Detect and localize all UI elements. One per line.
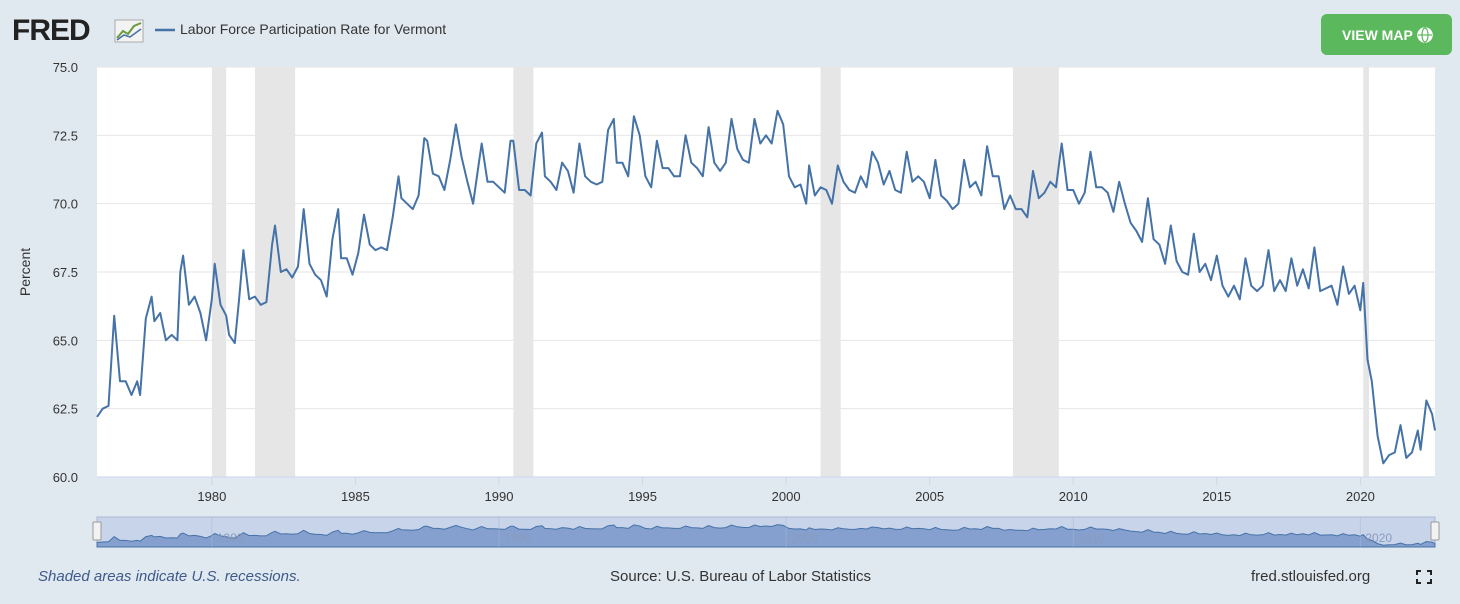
x-tick-label: 1980: [197, 489, 226, 504]
x-tick-label: 1990: [485, 489, 514, 504]
source: Source: U.S. Bureau of Labor Statistics: [610, 568, 871, 585]
series-line: [96, 109, 1436, 465]
x-tick-label: 2005: [915, 489, 944, 504]
fullscreen-icon[interactable]: [1416, 570, 1432, 584]
recession-note: Shaded areas indicate U.S. recessions.: [38, 568, 301, 585]
logo[interactable]: FRED: [12, 14, 91, 47]
y-tick-label: 75.0: [53, 60, 78, 75]
button-label[interactable]: VIEW MAP: [1342, 27, 1413, 43]
navigator-tick-label: 1990: [504, 531, 531, 545]
y-tick-label: 70.0: [53, 197, 78, 212]
view-map-button[interactable]: VIEW MAP: [1321, 14, 1452, 55]
navigator-tick-label: 2010: [1078, 531, 1105, 545]
navigator-tick-label: 1980: [217, 531, 244, 545]
y-tick-label: 62.5: [53, 402, 78, 417]
x-tick-label: 1985: [341, 489, 370, 504]
navigator-handle[interactable]: [1430, 521, 1440, 541]
button-bg[interactable]: [1321, 14, 1452, 55]
x-tick-label: 2015: [1202, 489, 1231, 504]
y-tick-label: 65.0: [53, 333, 78, 348]
legend-label: Labor Force Participation Rate for Vermo…: [180, 21, 446, 37]
x-tick-label: 2010: [1059, 489, 1088, 504]
y-tick-label: 67.5: [53, 265, 78, 280]
navigator-area: [96, 524, 1436, 548]
globe-icon: [1417, 27, 1433, 43]
y-axis-label: Percent: [17, 248, 33, 296]
y-tick-label: 72.5: [53, 128, 78, 143]
navigator-tick-label: 2020: [1365, 531, 1392, 545]
navigator-handle[interactable]: [92, 521, 102, 541]
site-link[interactable]: fred.stlouisfed.org: [1251, 568, 1371, 585]
x-tick-label: 2020: [1346, 489, 1375, 504]
y-tick-label: 60.0: [53, 470, 78, 485]
logo-icon: [114, 19, 144, 43]
x-tick-label: 2000: [772, 489, 801, 504]
navigator-tick-label: 2000: [791, 531, 818, 545]
x-tick-label: 1995: [628, 489, 657, 504]
